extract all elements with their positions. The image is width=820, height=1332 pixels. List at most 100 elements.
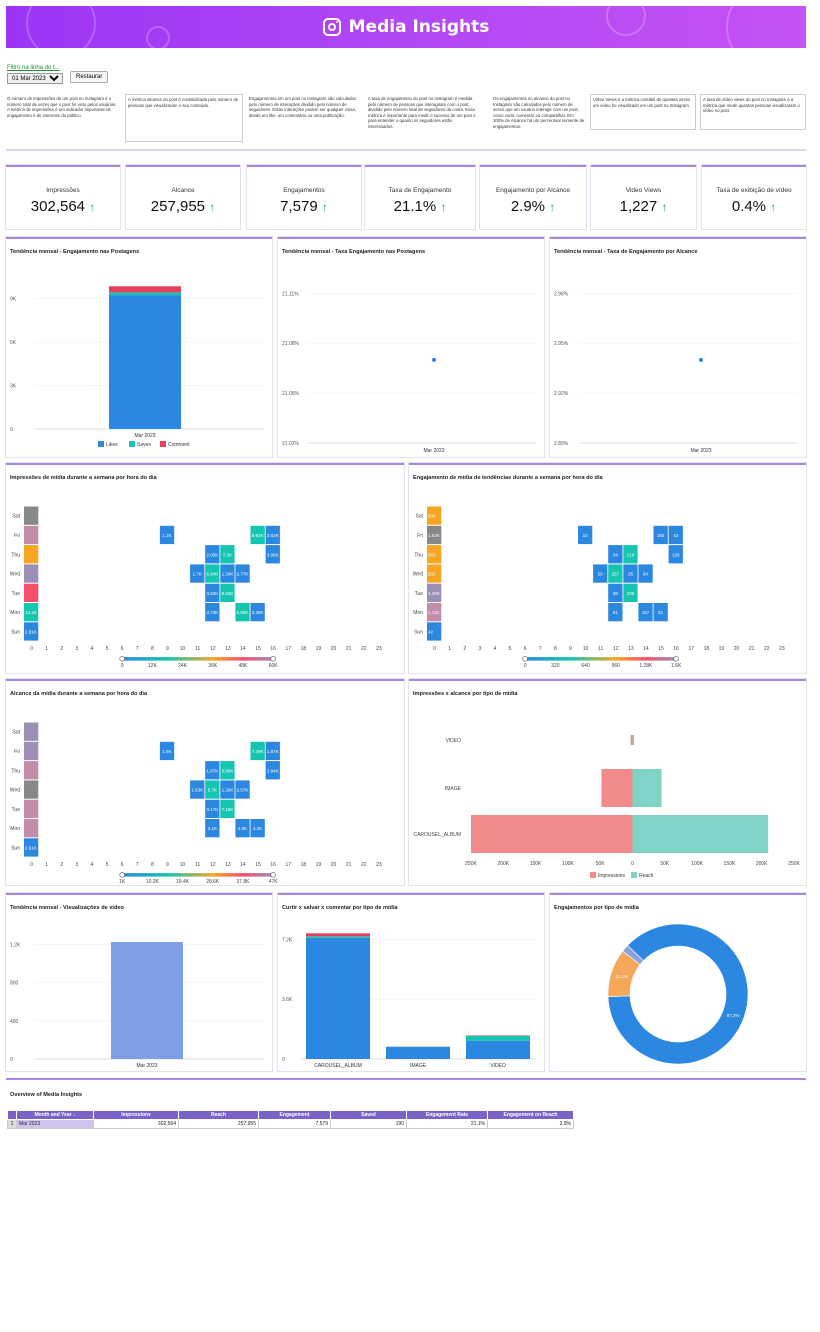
table-title: Overview of Media Insights	[10, 1092, 83, 1098]
decor-circle	[146, 26, 170, 48]
x-tick-label: 2	[463, 646, 466, 652]
legend-swatch	[98, 441, 104, 447]
bar-segment-likes	[466, 1040, 530, 1059]
kpi-value: 21.1% ↑	[393, 198, 447, 215]
desc-engagement-reach: Os engajamentos no alcance do post no In…	[493, 96, 585, 129]
x-tick-label: 50K	[596, 861, 606, 867]
chart-eng-monthly: Tendência mensal - Engajamento nas Posta…	[6, 237, 272, 457]
scale-tick-label: 0	[524, 663, 527, 669]
heatmap-cell	[623, 564, 638, 583]
scale-handle-max	[673, 656, 679, 662]
heatmap-cell	[623, 545, 638, 564]
heatmap-row-total	[427, 525, 442, 545]
column-header[interactable]: Engagement Rate	[406, 1110, 488, 1120]
y-tick-label: 21.11%	[282, 291, 299, 297]
heatmap-cell	[205, 761, 220, 780]
arrow-up-icon: ↑	[89, 200, 96, 214]
x-tick-label: 12	[210, 862, 216, 868]
legend-swatch	[631, 872, 637, 878]
x-tick-label: 7	[539, 646, 542, 652]
y-tick-label: 0	[10, 1057, 13, 1063]
x-tick-label: 4	[494, 646, 497, 652]
x-tick-label: 23	[376, 646, 382, 652]
bar-segment-saves	[306, 936, 370, 938]
heatmap-value: 3.73K	[206, 610, 218, 615]
x-tick-label: 16	[270, 646, 276, 652]
x-tick-label: 1	[45, 862, 48, 868]
table-cell: 7,579	[258, 1119, 331, 1129]
x-tick-label: 0	[433, 646, 436, 652]
heatmap-row-total	[24, 838, 39, 857]
desc-video-views: Vídeo Views é a métrica contábil de quan…	[590, 94, 696, 130]
table-cell: 302,564	[93, 1119, 179, 1129]
row-label: Wed	[10, 788, 20, 794]
heatmap-value: 1.87K	[206, 768, 218, 773]
scale-tick-label: 60K	[269, 663, 279, 669]
scale-tick-label: 0	[121, 663, 124, 669]
x-tick-label: 20	[331, 862, 337, 868]
chart-title: Tendência mensal - Taxa de Engajamento p…	[554, 249, 698, 255]
bar-segment-likes	[109, 295, 181, 429]
color-scale-bar	[122, 873, 274, 877]
heatmap-row-total	[24, 761, 39, 780]
bar-segment-saves	[109, 292, 181, 296]
table-row[interactable]: 1 Mar 2023 302,564 257,955 7,579 190 21.…	[7, 1119, 574, 1129]
reset-button[interactable]: Restaurar	[70, 71, 109, 83]
kpi-label: Taxa de exibição de vídeo	[716, 187, 792, 194]
chart-heatmap-engagement: Engajamento de mídia de tendências duran…	[409, 463, 806, 673]
slice-label: 87.2%	[727, 1013, 740, 1018]
scale-handle-min	[522, 656, 528, 662]
heatmap-value: 20	[598, 572, 604, 577]
x-tick-label: 2	[60, 862, 63, 868]
y-tick-label: 1.2K	[10, 943, 21, 949]
column-header[interactable]: Reach	[178, 1110, 259, 1120]
heatmap-cell	[250, 525, 265, 545]
x-tick-label: 15	[255, 862, 261, 868]
row-label: Wed	[10, 572, 20, 578]
column-header[interactable]: Engagement	[258, 1110, 331, 1120]
x-tick-label: 13	[225, 646, 231, 652]
row-label: Tue	[12, 591, 21, 597]
heatmap-cell	[608, 545, 623, 564]
column-header[interactable]: Impressions	[93, 1110, 179, 1120]
column-header[interactable]: Engagement on Reach	[487, 1110, 574, 1120]
x-tick-label: 0	[30, 646, 33, 652]
kpi-value: 1,227 ↑	[619, 198, 668, 215]
x-tick-label: 11	[195, 646, 200, 652]
heatmap-value: 2.94K	[267, 768, 279, 773]
x-tick-label: VIDEO	[490, 1063, 506, 1069]
x-tick-label: 11	[598, 646, 603, 652]
heatmap-cell	[608, 583, 623, 602]
heatmap-value: 7.18K	[222, 807, 234, 812]
x-tick-label: 7	[136, 646, 139, 652]
table-cell: 257,955	[178, 1119, 259, 1129]
chart-like-save-comment: Curtir x salvar x comentar por tipo de m…	[278, 893, 544, 1071]
x-tick-label: 5	[106, 862, 109, 868]
column-header[interactable]: Saved	[330, 1110, 407, 1120]
kpi-video-rate: Taxa de exibição de vídeo 0.4% ↑	[702, 165, 806, 229]
x-tick-label: 18	[301, 646, 307, 652]
y-tick-label: 2.92%	[554, 391, 569, 397]
color-scale-bar	[122, 657, 274, 661]
bar-segment-comment	[306, 933, 370, 937]
column-header[interactable]: Month and Year ↓	[16, 1110, 94, 1120]
heatmap-value: 257	[612, 572, 620, 577]
heatmap-cell	[653, 603, 668, 622]
x-tick-label: 22	[361, 862, 367, 868]
heatmap-row-total	[24, 799, 39, 818]
x-tick-label: 200K	[756, 861, 768, 867]
scale-tick-label: 19.4K	[176, 879, 190, 885]
heatmap-row-total	[427, 506, 442, 525]
kpi-label: Alcance	[171, 187, 195, 194]
date-range-select[interactable]: 01 Mar 2023 - 31 Mar 2023	[7, 73, 63, 84]
heatmap-value: 157	[642, 610, 650, 615]
date-filter-label[interactable]: Filtro na linha do t...	[7, 65, 60, 71]
x-tick-label: 9	[166, 862, 169, 868]
x-tick-label: 15	[658, 646, 664, 652]
heatmap-value: 550	[428, 572, 436, 577]
x-tick-label: 6	[121, 646, 124, 652]
heatmap-cell	[638, 603, 653, 622]
heatmap-value: 1.26K	[222, 788, 234, 793]
x-tick-label: 3	[75, 646, 78, 652]
